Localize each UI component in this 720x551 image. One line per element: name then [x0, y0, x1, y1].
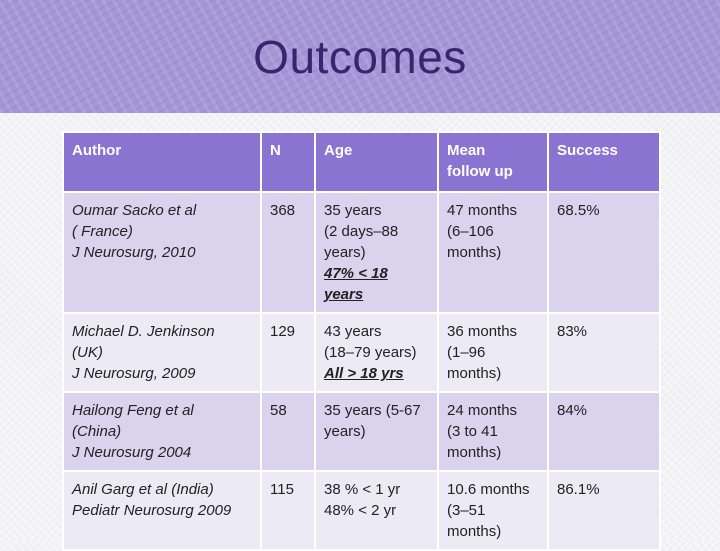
cell-age: 38 % < 1 yr 48% < 2 yr — [314, 470, 439, 551]
cell-author: Anil Garg et al (India) Pediatr Neurosurg… — [62, 470, 262, 551]
cell-line: Hailong Feng et al — [72, 402, 194, 419]
table-row: Hailong Feng et al (China) J Neurosurg 200… — [62, 391, 661, 472]
cell-success: 86.1% — [547, 470, 661, 551]
cell-n: 115 — [260, 470, 316, 551]
cell-author: Michael D. Jenkinson (UK) J Neurosurg, 200… — [62, 312, 262, 393]
cell-line: J Neurosurg, 2009 — [72, 365, 196, 382]
cell-line: 47 months — [447, 202, 518, 219]
cell-line: J Neurosurg 2004 — [72, 444, 192, 461]
cell-line: Michael D. Jenkinson — [72, 323, 215, 340]
table-row: Oumar Sacko et al ( France) J Neurosurg, … — [62, 191, 661, 314]
cell-followup: 10.6 months (3–51 months) — [437, 470, 549, 551]
cell-line: (3 to 41 — [447, 423, 498, 440]
cell-line: (18–79 years) — [324, 344, 417, 361]
cell-line: months) — [447, 244, 502, 261]
header-success: Success — [547, 131, 661, 193]
table-row: Anil Garg et al (India) Pediatr Neurosurg… — [62, 470, 661, 551]
cell-line: months) — [447, 365, 502, 382]
cell-n: 368 — [260, 191, 316, 314]
outcomes-table: Author N Age Mean follow up Success Ouma… — [62, 131, 661, 551]
header-author: Author — [62, 131, 262, 193]
cell-author: Hailong Feng et al (China) J Neurosurg 200… — [62, 391, 262, 472]
cell-followup: 24 months (3 to 41 months) — [437, 391, 549, 472]
cell-author: Oumar Sacko et al ( France) J Neurosurg, … — [62, 191, 262, 314]
cell-line: 10.6 months — [447, 481, 530, 498]
header-age: Age — [314, 131, 439, 193]
cell-success: 68.5% — [547, 191, 661, 314]
cell-line: (China) — [72, 423, 122, 440]
cell-line: Oumar Sacko et al — [72, 202, 197, 219]
cell-n: 58 — [260, 391, 316, 472]
cell-line: Anil Garg et al (India) — [72, 481, 214, 498]
title-banner — [0, 0, 720, 113]
cell-line: (UK) — [72, 344, 103, 361]
cell-line: Pediatr Neurosurg 2009 — [72, 502, 232, 519]
cell-followup: 47 months (6–106 months) — [437, 191, 549, 314]
cell-line: years) — [324, 244, 366, 261]
cell-line: 36 months — [447, 323, 518, 340]
cell-line: months) — [447, 444, 502, 461]
cell-line: years) — [324, 423, 366, 440]
cell-line: (3–51 — [447, 502, 486, 519]
cell-line: 24 months — [447, 402, 518, 419]
header-line: Mean — [447, 142, 486, 159]
cell-line: (1–96 — [447, 344, 486, 361]
cell-line: 35 years (5-67 — [324, 402, 421, 419]
cell-age: 43 years (18–79 years) All > 18 yrs — [314, 312, 439, 393]
cell-age: 35 years (5-67 years) — [314, 391, 439, 472]
cell-success: 83% — [547, 312, 661, 393]
header-mean-follow-up: Mean follow up — [437, 131, 549, 193]
cell-line: J Neurosurg, 2010 — [72, 244, 196, 261]
cell-line: (6–106 — [447, 223, 494, 240]
cell-line: months) — [447, 523, 502, 540]
cell-line: 38 % < 1 yr — [324, 481, 401, 498]
cell-line: 35 years — [324, 202, 382, 219]
header-n: N — [260, 131, 316, 193]
cell-age: 35 years (2 days–88 years) 47% < 18 years — [314, 191, 439, 314]
cell-n: 129 — [260, 312, 316, 393]
cell-line: 48% < 2 yr — [324, 502, 397, 519]
cell-line: (2 days–88 — [324, 223, 399, 240]
table-header-row: Author N Age Mean follow up Success — [62, 131, 661, 193]
table-row: Michael D. Jenkinson (UK) J Neurosurg, 200… — [62, 312, 661, 393]
header-line: follow up — [447, 163, 513, 180]
cell-followup: 36 months (1–96 months) — [437, 312, 549, 393]
age-note: 47% < 18 years — [324, 265, 388, 303]
cell-success: 84% — [547, 391, 661, 472]
cell-line: 43 years — [324, 323, 382, 340]
slide-title: Outcomes — [253, 31, 467, 83]
cell-line: ( France) — [72, 223, 133, 240]
age-note: All > 18 yrs — [324, 365, 404, 382]
